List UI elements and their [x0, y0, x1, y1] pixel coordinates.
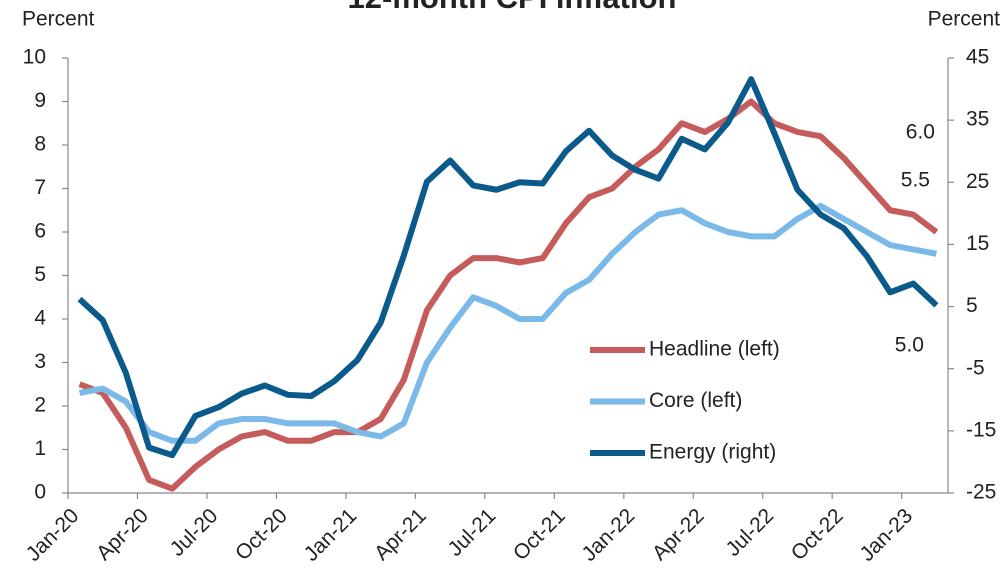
y2-tick-label: 45: [966, 46, 989, 69]
y-tick-label: 1: [34, 437, 46, 460]
series-line: [78, 98, 939, 492]
x-tick-label: Oct-21: [509, 504, 570, 565]
x-tick-label: Apr-21: [370, 504, 431, 565]
y-tick-label: 4: [34, 307, 46, 330]
y-tick-label: 3: [34, 350, 46, 373]
y-tick-label: 0: [34, 481, 46, 504]
y-tick-label: 8: [34, 133, 46, 156]
x-tick-label: Apr-22: [648, 504, 709, 565]
x-tick-label: Jan-20: [22, 504, 84, 566]
x-tick-label: Apr-20: [92, 504, 153, 565]
legend-label: Core (left): [649, 389, 742, 412]
y2-tick-label: -25: [966, 481, 996, 504]
y-tick-label: 7: [34, 176, 46, 199]
y2-tick-label: 5: [966, 294, 978, 317]
x-tick-label: Jul-21: [444, 504, 501, 561]
y-tick-label: 10: [23, 46, 46, 69]
series-line: [79, 202, 937, 444]
y2-tick-label: 35: [966, 108, 989, 131]
series-line: [77, 76, 939, 459]
y2-tick-label: 25: [966, 170, 989, 193]
y2-tick-label: 15: [966, 232, 989, 255]
y-tick-label: 2: [34, 394, 46, 417]
x-tick-label: Jan-23: [855, 504, 917, 566]
x-tick-label: Jul-20: [166, 504, 223, 561]
annotation: 5.0: [895, 334, 924, 357]
x-tick-label: Jul-22: [721, 504, 778, 561]
annotation: 5.5: [901, 169, 930, 192]
y2-tick-label: -15: [966, 418, 996, 441]
x-tick-label: Oct-20: [231, 504, 292, 565]
y-axis-label: Percent: [22, 8, 95, 31]
x-tick-label: Jan-22: [578, 504, 640, 566]
y-tick-label: 9: [34, 89, 46, 112]
legend-label: Energy (right): [649, 441, 776, 464]
y2-tick-label: -5: [966, 356, 985, 379]
y-tick-label: 6: [34, 220, 46, 243]
x-tick-label: Jan-21: [300, 504, 362, 566]
y-tick-label: 5: [34, 263, 46, 286]
y2-axis-label: Percent: [928, 8, 1001, 31]
legend-label: Headline (left): [649, 338, 780, 361]
chart-title: 12-month CPI inflation: [348, 0, 677, 15]
x-tick-label: Oct-22: [787, 504, 848, 565]
annotation: 6.0: [906, 121, 935, 144]
